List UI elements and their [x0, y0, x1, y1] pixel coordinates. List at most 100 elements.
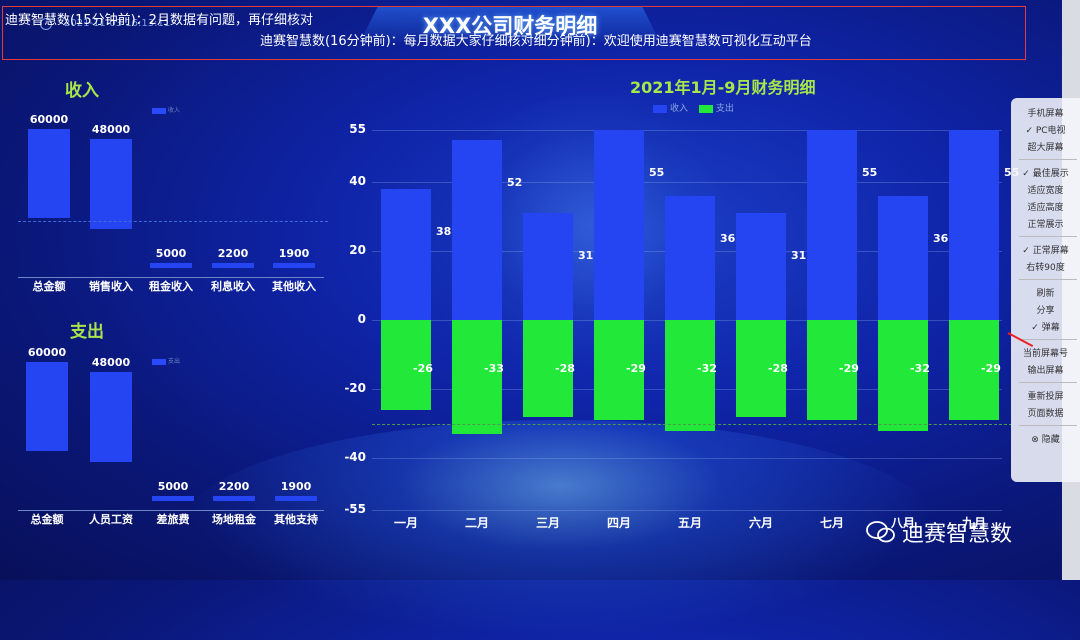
legend-swatch: [152, 358, 166, 365]
main-legend[interactable]: 收入 支出: [650, 101, 734, 114]
menu-item[interactable]: 超大屏幕: [1027, 143, 1064, 153]
menu-item[interactable]: ✓ 弹幕: [1031, 323, 1060, 333]
expense-bar: [594, 320, 644, 421]
main-chart-title: 2021年1月-9月财务明细: [630, 78, 816, 97]
category-label: 人员工资: [89, 513, 133, 526]
waterfall-bar: [273, 263, 315, 268]
menu-item[interactable]: ✓ 最佳展示: [1022, 169, 1069, 179]
menu-item[interactable]: 输出屏幕: [1027, 366, 1064, 376]
gridline: [372, 130, 1002, 131]
category-label: 四月: [606, 516, 631, 530]
waterfall-bar: [150, 263, 192, 268]
expense-dashline: [372, 424, 1012, 425]
category-label: 二月: [464, 516, 489, 530]
income-bar: [878, 195, 928, 320]
income-value-label: 55: [649, 166, 665, 179]
data-label: 48000: [91, 123, 131, 136]
menu-item[interactable]: 当前屏幕号: [1022, 349, 1068, 359]
category-label: 总金额: [30, 513, 64, 526]
income-legend[interactable]: 收入: [148, 105, 180, 114]
y-tick-label: 0: [357, 312, 366, 326]
menu-separator: [1019, 236, 1077, 237]
category-label: 六月: [748, 516, 773, 530]
income-bar: [594, 130, 644, 320]
menu-item[interactable]: ✓ PC电视: [1025, 126, 1066, 136]
menu-item[interactable]: 分享: [1036, 306, 1055, 316]
income-bar: [807, 130, 857, 320]
clock-icon: [40, 18, 52, 30]
income-baseline: [18, 277, 324, 278]
menu-separator: [1019, 339, 1077, 340]
expense-value-label: -32: [697, 362, 717, 375]
menu-item[interactable]: 刷新: [1036, 289, 1055, 299]
expense-bar: [452, 320, 502, 434]
waterfall-bar: [275, 496, 317, 501]
legend-label-income: 收入: [670, 104, 689, 114]
menu-item[interactable]: 正常展示: [1027, 220, 1064, 230]
menu-item[interactable]: 页面数据: [1027, 409, 1064, 419]
income-value-label: 31: [578, 248, 594, 262]
data-label: 5000: [157, 480, 189, 493]
menu-item[interactable]: 重新投屏: [1027, 392, 1064, 402]
menu-item[interactable]: 手机屏幕: [1027, 109, 1064, 119]
legend-swatch-income: [653, 104, 667, 113]
y-tick-label: -40: [344, 450, 366, 465]
expense-value-label: -29: [981, 362, 1001, 375]
data-label: 2200: [217, 247, 249, 260]
income-bar: [665, 195, 715, 320]
danmu-highlight-box: [2, 6, 1026, 60]
waterfall-bar: [90, 139, 132, 229]
y-tick-label: -55: [344, 502, 366, 516]
datetime: 2021-11-03 16:13:11: [64, 18, 171, 29]
wechat-icon: [866, 521, 895, 543]
data-label: 2200: [218, 480, 250, 493]
legend-label-expense: 支出: [715, 104, 734, 114]
income-value-label: 55: [862, 166, 878, 179]
income-value-label: 36: [720, 231, 736, 245]
expense-bar: [878, 320, 928, 431]
menu-separator: [1019, 425, 1077, 426]
legend-swatch: [152, 107, 166, 114]
gridline: [372, 181, 1002, 183]
expense-value-label: -33: [484, 362, 504, 375]
data-label: 60000: [29, 113, 69, 126]
y-tick-label: 20: [349, 242, 366, 257]
category-label: 七月: [819, 516, 844, 530]
category-label: 总金额: [32, 280, 66, 293]
income-bar: [949, 130, 999, 320]
menu-item[interactable]: 适应宽度: [1027, 186, 1064, 196]
y-tick-label: 55: [349, 122, 366, 136]
expense-value-label: -29: [839, 362, 859, 375]
y-tick-label: -20: [344, 381, 366, 396]
expense-value-label: -28: [768, 362, 788, 375]
category-label: 九月: [961, 516, 986, 530]
expense-legend[interactable]: 支出: [148, 356, 180, 365]
menu-item[interactable]: 适应高度: [1027, 203, 1064, 213]
menu-item[interactable]: 右转90度: [1026, 263, 1065, 273]
category-label: 其他支持: [274, 513, 318, 526]
title-plate: [360, 6, 660, 42]
expense-title: 支出: [70, 322, 104, 342]
category-label: 销售收入: [89, 280, 133, 293]
data-label: 1900: [280, 480, 312, 493]
legend-swatch-expense: [698, 104, 713, 113]
expense-value-label: -26: [413, 362, 433, 375]
legend-label: 支出: [168, 358, 181, 365]
menu-separator: [1019, 279, 1077, 280]
income-value-label: 36: [933, 231, 949, 245]
income-value-label: 52: [507, 176, 523, 190]
waterfall-bar: [28, 129, 70, 219]
page-title: XXX公司财务明细: [422, 14, 598, 38]
waterfall-bar: [212, 263, 254, 268]
expense-bar: [736, 320, 786, 417]
menu-item[interactable]: ✓ 正常屏幕: [1022, 246, 1069, 256]
data-label: 48000: [91, 356, 131, 369]
legend-label: 收入: [168, 107, 181, 114]
income-dashline: [18, 221, 328, 222]
menu-item[interactable]: ⊗ 隐藏: [1031, 435, 1060, 445]
gridline: [372, 510, 1002, 511]
waterfall-bar: [152, 496, 194, 501]
category-label: 场地租金: [212, 513, 256, 526]
expense-bar: [381, 320, 431, 410]
income-value-label: 38: [436, 224, 452, 238]
